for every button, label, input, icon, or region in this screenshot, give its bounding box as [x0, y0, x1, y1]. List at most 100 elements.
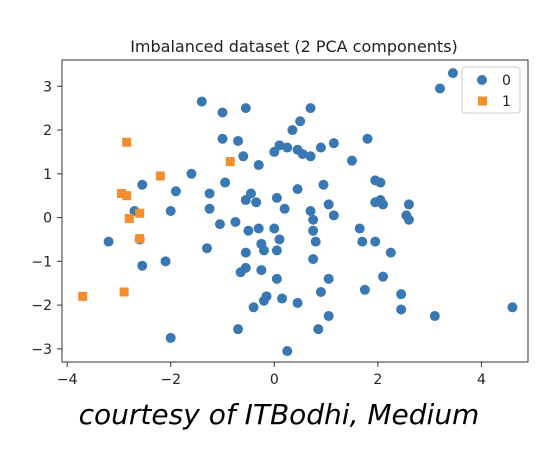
- class-0-point: [448, 68, 458, 78]
- class-0-point: [272, 274, 282, 284]
- class-0-point: [166, 206, 176, 216]
- class-0-point: [386, 248, 396, 258]
- class-0-point: [311, 237, 321, 247]
- class-0-point: [218, 108, 228, 118]
- class-0-point: [293, 298, 303, 308]
- class-0-point: [243, 226, 253, 236]
- class-0-point: [241, 195, 251, 205]
- class-1-point: [122, 138, 131, 147]
- class-0-point: [306, 151, 316, 161]
- class-1-point: [125, 214, 134, 223]
- class-0-point: [324, 311, 334, 321]
- class-0-point: [318, 180, 328, 190]
- class-1-point: [135, 209, 144, 218]
- y-tick-label: 0: [43, 211, 52, 227]
- class-0-point: [269, 147, 279, 157]
- x-tick-label: 0: [270, 372, 279, 388]
- image-caption: courtesy of ITBodhi, Medium: [0, 398, 558, 431]
- class-0-point: [362, 134, 372, 144]
- class-0-point: [241, 103, 251, 113]
- class-0-point: [308, 226, 318, 236]
- class-1-point: [226, 157, 235, 166]
- class-0-point: [308, 215, 318, 225]
- class-0-point: [282, 143, 292, 153]
- class-0-point: [233, 136, 243, 146]
- class-0-point: [308, 254, 318, 264]
- class-0-point: [251, 197, 261, 207]
- class-0-point: [259, 296, 269, 306]
- x-tick-label: 4: [477, 372, 486, 388]
- class-0-point: [316, 143, 326, 153]
- x-tick-label: −4: [57, 372, 78, 388]
- class-0-point: [324, 199, 334, 209]
- legend-marker-circle: [477, 75, 487, 85]
- class-0-point: [295, 116, 305, 126]
- class-0-point: [507, 302, 517, 312]
- class-0-point: [233, 324, 243, 334]
- class-0-point: [360, 285, 370, 295]
- class-0-point: [316, 287, 326, 297]
- class-0-point: [241, 248, 251, 258]
- class-0-point: [202, 243, 212, 253]
- y-tick-label: −2: [31, 298, 52, 314]
- class-0-point: [329, 138, 339, 148]
- class-1-point: [135, 234, 144, 243]
- class-0-point: [166, 333, 176, 343]
- class-0-point: [287, 125, 297, 135]
- class-0-point: [357, 237, 367, 247]
- class-0-point: [404, 199, 414, 209]
- class-1-point: [156, 171, 165, 180]
- class-0-point: [396, 304, 406, 314]
- class-0-point: [230, 217, 240, 227]
- class-1-point: [122, 191, 131, 200]
- class-0-point: [241, 263, 251, 273]
- class-0-point: [370, 237, 380, 247]
- class-0-point: [218, 134, 228, 144]
- class-0-point: [272, 193, 282, 203]
- class-0-point: [254, 224, 264, 234]
- class-0-point: [280, 204, 290, 214]
- chart-title: Imbalanced dataset (2 PCA components): [130, 37, 458, 56]
- class-0-point: [249, 302, 259, 312]
- class-0-point: [378, 272, 388, 282]
- legend: 01: [462, 67, 520, 113]
- class-0-point: [256, 265, 266, 275]
- x-tick-label: 2: [373, 372, 382, 388]
- class-0-point: [313, 324, 323, 334]
- y-tick-label: 2: [43, 123, 52, 139]
- class-0-point: [137, 261, 147, 271]
- legend-label: 0: [502, 73, 511, 89]
- class-0-point: [404, 215, 414, 225]
- class-0-point: [197, 97, 207, 107]
- class-0-point: [220, 178, 230, 188]
- class-0-point: [269, 224, 279, 234]
- class-0-point: [272, 245, 282, 255]
- class-0-point: [254, 160, 264, 170]
- class-1-point: [120, 287, 129, 296]
- y-tick-label: −1: [31, 254, 52, 270]
- y-tick-label: −3: [31, 342, 52, 358]
- class-0-point: [347, 156, 357, 166]
- x-tick-label: −2: [160, 372, 181, 388]
- class-0-point: [375, 178, 385, 188]
- class-1-point: [78, 292, 87, 301]
- class-0-point: [277, 294, 287, 304]
- class-0-point: [171, 186, 181, 196]
- class-0-point: [293, 145, 303, 155]
- class-0-point: [186, 169, 196, 179]
- class-0-point: [161, 256, 171, 266]
- y-tick-label: 3: [43, 79, 52, 95]
- class-0-point: [104, 237, 114, 247]
- data-points: [78, 68, 517, 356]
- class-0-point: [259, 245, 269, 255]
- class-0-point: [205, 188, 215, 198]
- class-0-point: [324, 274, 334, 284]
- class-0-point: [215, 219, 225, 229]
- class-0-point: [293, 184, 303, 194]
- legend-box: [462, 67, 520, 113]
- class-0-point: [430, 311, 440, 321]
- class-0-point: [435, 83, 445, 93]
- class-0-point: [355, 224, 365, 234]
- legend-label: 1: [502, 94, 511, 110]
